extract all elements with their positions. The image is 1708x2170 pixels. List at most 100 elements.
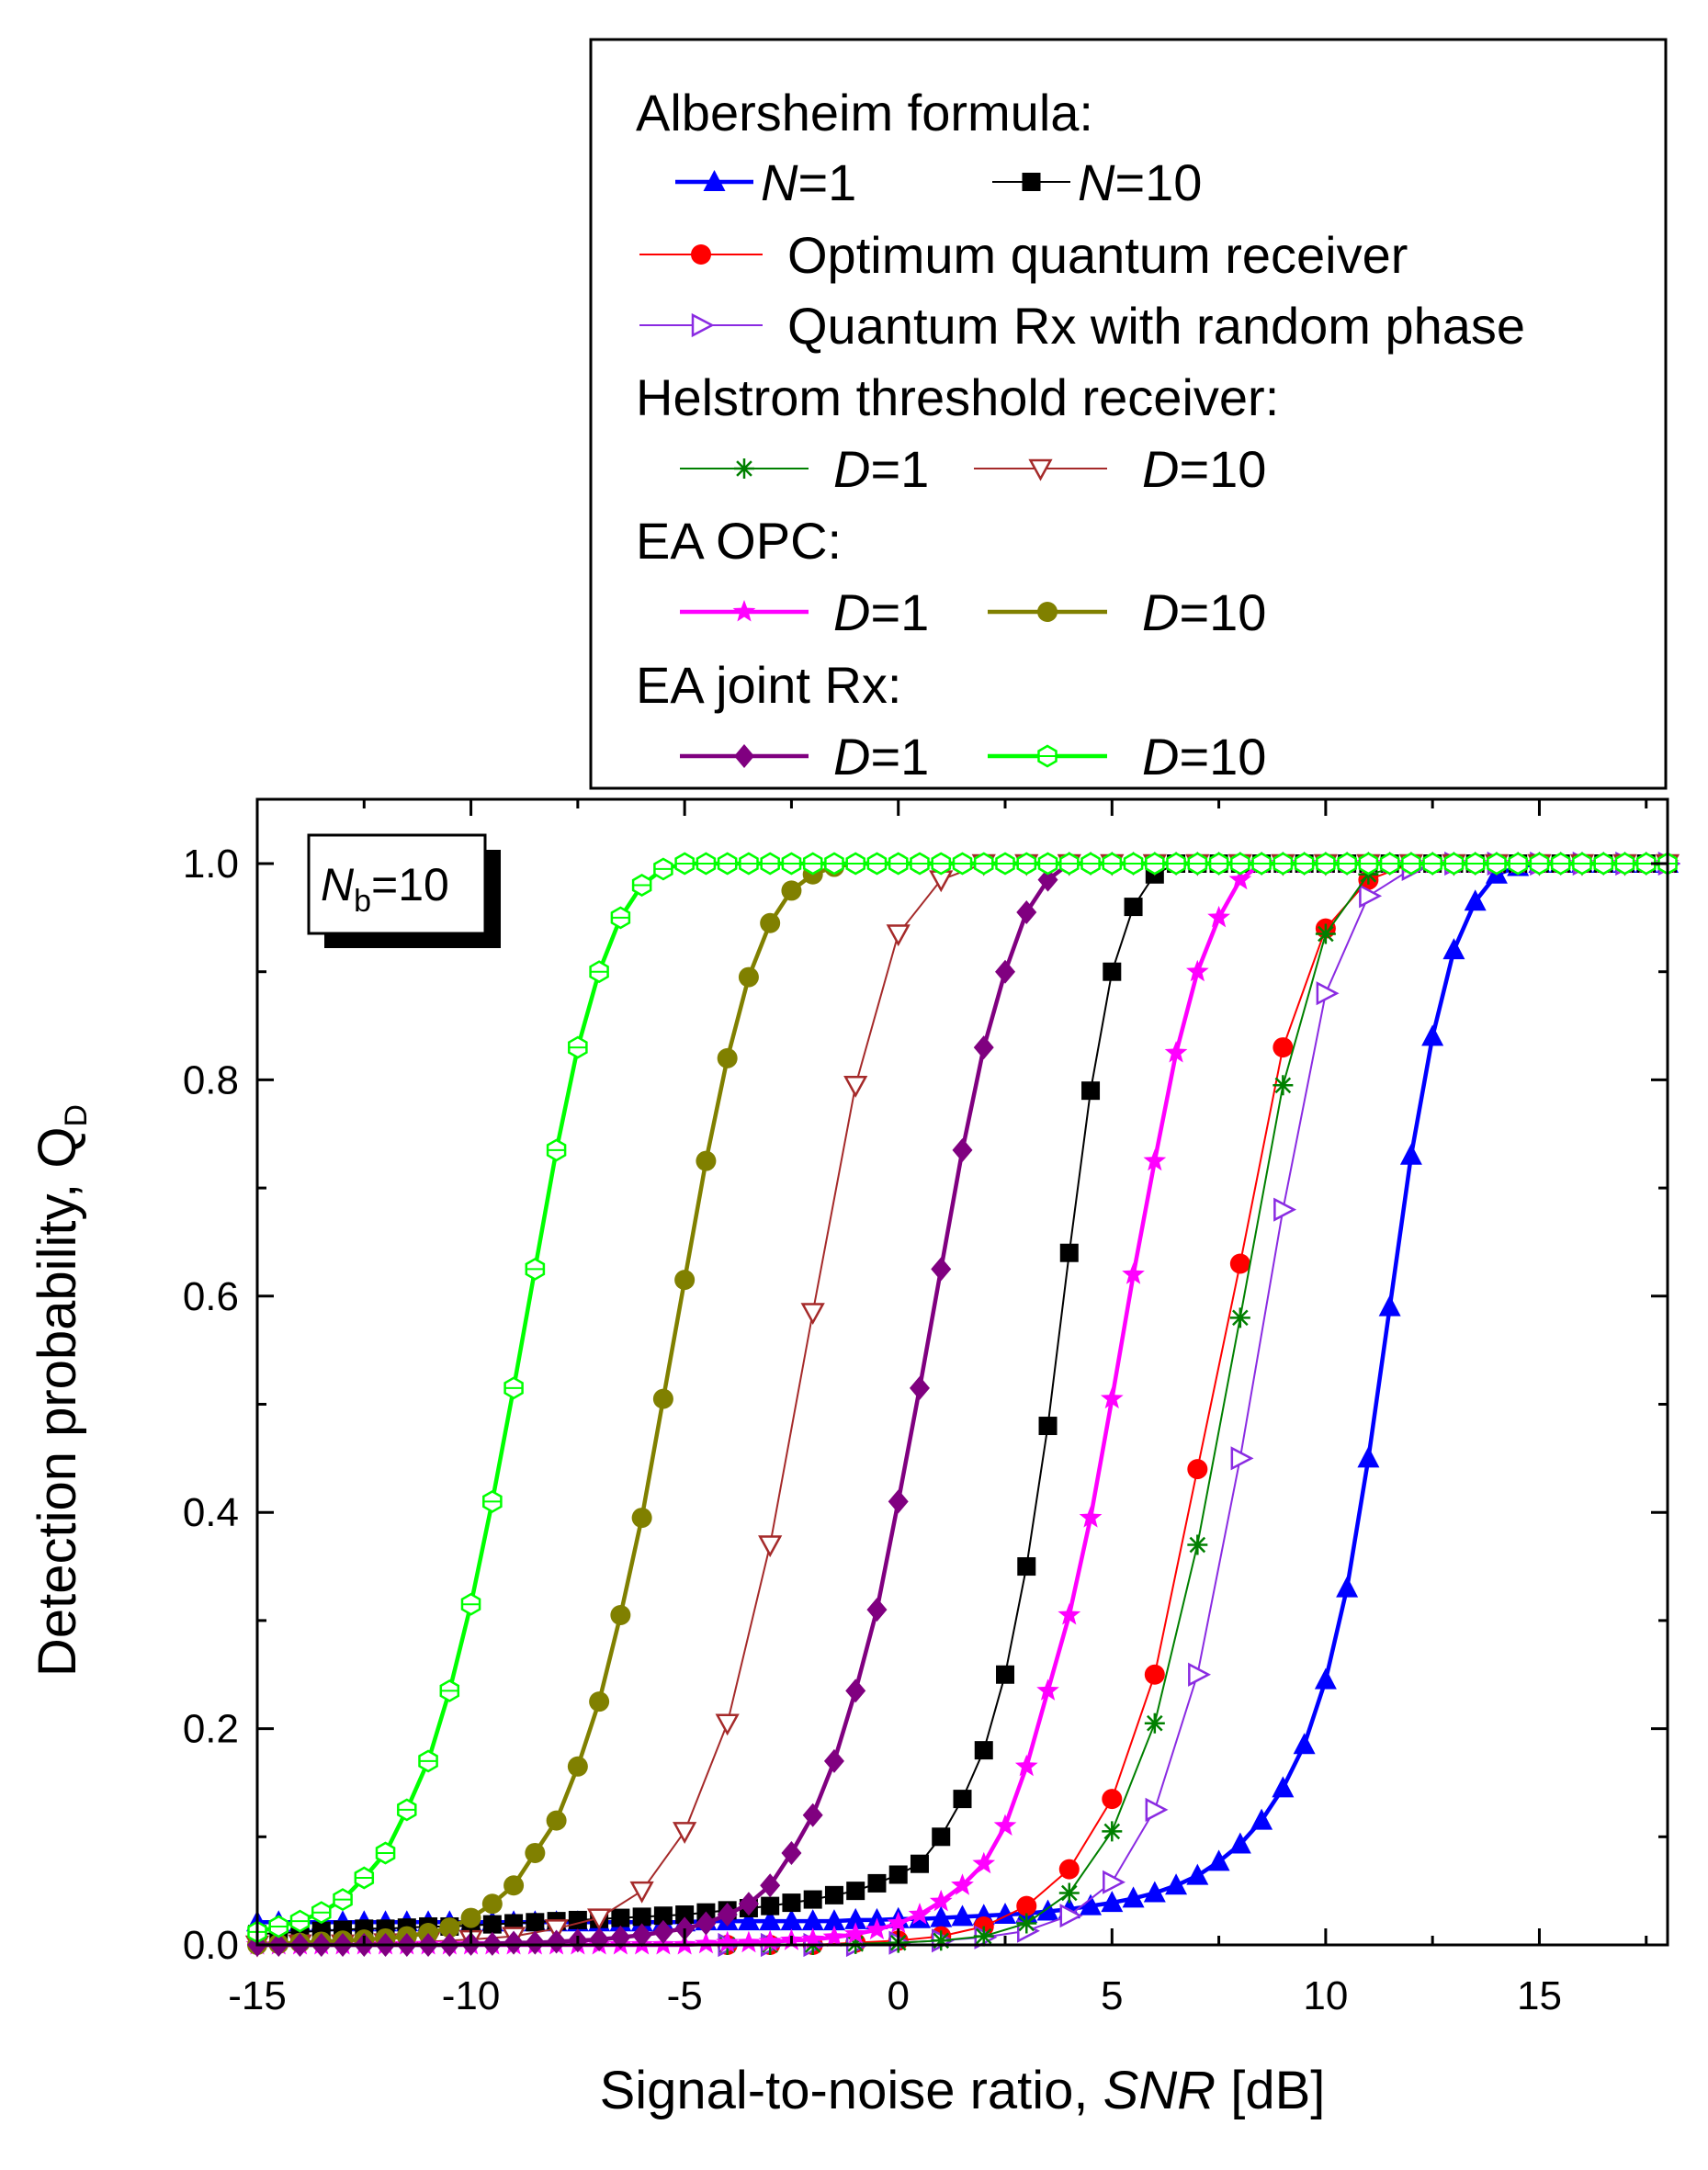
data-point: [568, 1035, 588, 1059]
data-point: [439, 1917, 460, 1938]
data-point: [1273, 852, 1294, 876]
data-point: [1143, 1881, 1166, 1903]
legend-sample: [988, 744, 1107, 768]
data-point: [1188, 1662, 1212, 1687]
series-line: [257, 861, 1668, 1948]
data-point: [802, 852, 823, 876]
series-line: [256, 863, 1668, 1946]
data-point: [1359, 884, 1383, 909]
data-point: [1144, 1712, 1165, 1734]
data-point: [1143, 1148, 1167, 1171]
series-line: [257, 861, 1668, 1925]
data-point: [760, 1873, 781, 1898]
data-point: [866, 1598, 888, 1622]
data-point: [268, 1915, 289, 1938]
data-point: [1229, 1307, 1250, 1328]
data-point: [1014, 1754, 1038, 1777]
y-tick-label: 0.2: [183, 1707, 239, 1752]
data-point: [867, 1873, 887, 1893]
data-point: [1059, 1243, 1079, 1262]
data-point: [503, 1376, 524, 1400]
series-3: [717, 853, 1678, 1955]
data-point: [568, 1910, 587, 1929]
data-point: [780, 1909, 803, 1931]
legend-header-helstrom: Helstrom threshold receiver:: [636, 368, 1279, 426]
data-point: [1038, 1417, 1058, 1436]
data-point: [695, 1931, 718, 1954]
legend-label: D=10: [1142, 728, 1266, 785]
data-point: [610, 1925, 631, 1950]
data-point: [1145, 1797, 1169, 1822]
data-point: [652, 1919, 673, 1944]
data-point: [972, 1851, 996, 1874]
data-point: [696, 1150, 717, 1171]
x-tick-label: 10: [1303, 1973, 1348, 2018]
data-point: [1315, 923, 1336, 944]
legend-box: [589, 38, 1668, 790]
data-point: [1294, 852, 1315, 876]
data-point: [567, 1756, 588, 1777]
data-point: [1337, 852, 1357, 876]
data-point: [865, 1917, 888, 1939]
legend-header-albersheim: Albersheim formula:: [636, 84, 1093, 141]
data-point: [1058, 1859, 1080, 1880]
data-point: [1207, 1849, 1230, 1871]
data-point: [1465, 852, 1486, 876]
data-point: [1228, 867, 1252, 890]
y-tick-label: 0.6: [183, 1274, 239, 1319]
data-point: [460, 1592, 481, 1616]
data-point: [1273, 1075, 1294, 1096]
series-line: [256, 861, 1668, 1935]
data-point: [439, 1678, 460, 1702]
data-point: [802, 1803, 823, 1827]
data-point: [717, 852, 738, 876]
data-point: [1102, 1821, 1123, 1842]
data-point: [1101, 1891, 1124, 1913]
data-point: [1122, 1262, 1145, 1284]
data-point: [1293, 1733, 1316, 1755]
data-point: [673, 1822, 697, 1845]
data-point: [866, 852, 888, 876]
data-point: [652, 1388, 673, 1409]
data-point: [800, 1303, 825, 1326]
data-point: [526, 1913, 545, 1932]
y-tick-label: 0.0: [183, 1923, 239, 1968]
legend-sample: [992, 173, 1070, 191]
data-point: [1100, 1386, 1124, 1409]
data-point: [1421, 1024, 1444, 1046]
data-point: [781, 852, 802, 876]
data-point: [653, 857, 673, 881]
data-point: [289, 1909, 311, 1933]
legend-sample: [680, 744, 809, 768]
data-point: [1357, 1446, 1380, 1468]
data-point: [715, 1713, 740, 1736]
data-point: [1164, 1041, 1188, 1063]
data-point: [782, 1893, 801, 1913]
data-point: [1122, 1886, 1145, 1908]
data-point: [1422, 852, 1442, 876]
data-point: [801, 1909, 824, 1931]
data-point: [974, 1741, 993, 1760]
series-2: [248, 854, 1677, 1944]
data-point: [1123, 852, 1144, 876]
data-point: [1102, 852, 1123, 876]
x-tick-label: -5: [667, 1973, 703, 2018]
data-point: [1614, 852, 1635, 876]
data-point: [525, 1842, 546, 1863]
data-point: [696, 852, 717, 876]
data-point: [909, 1375, 930, 1400]
data-point: [1187, 1459, 1208, 1480]
y-tick-label: 0.4: [183, 1490, 239, 1535]
data-point: [1442, 938, 1465, 960]
data-point: [1379, 852, 1400, 876]
data-point: [589, 960, 609, 984]
data-point: [758, 1535, 783, 1558]
legend-sample: [680, 458, 809, 479]
data-point: [1529, 852, 1550, 876]
data-point: [1208, 852, 1229, 876]
data-point: [760, 852, 780, 876]
legend-label: N=10: [1078, 153, 1202, 211]
x-axis-label: Signal-to-noise ratio, SNR [dB]: [600, 2061, 1326, 2120]
data-point: [717, 1047, 738, 1068]
